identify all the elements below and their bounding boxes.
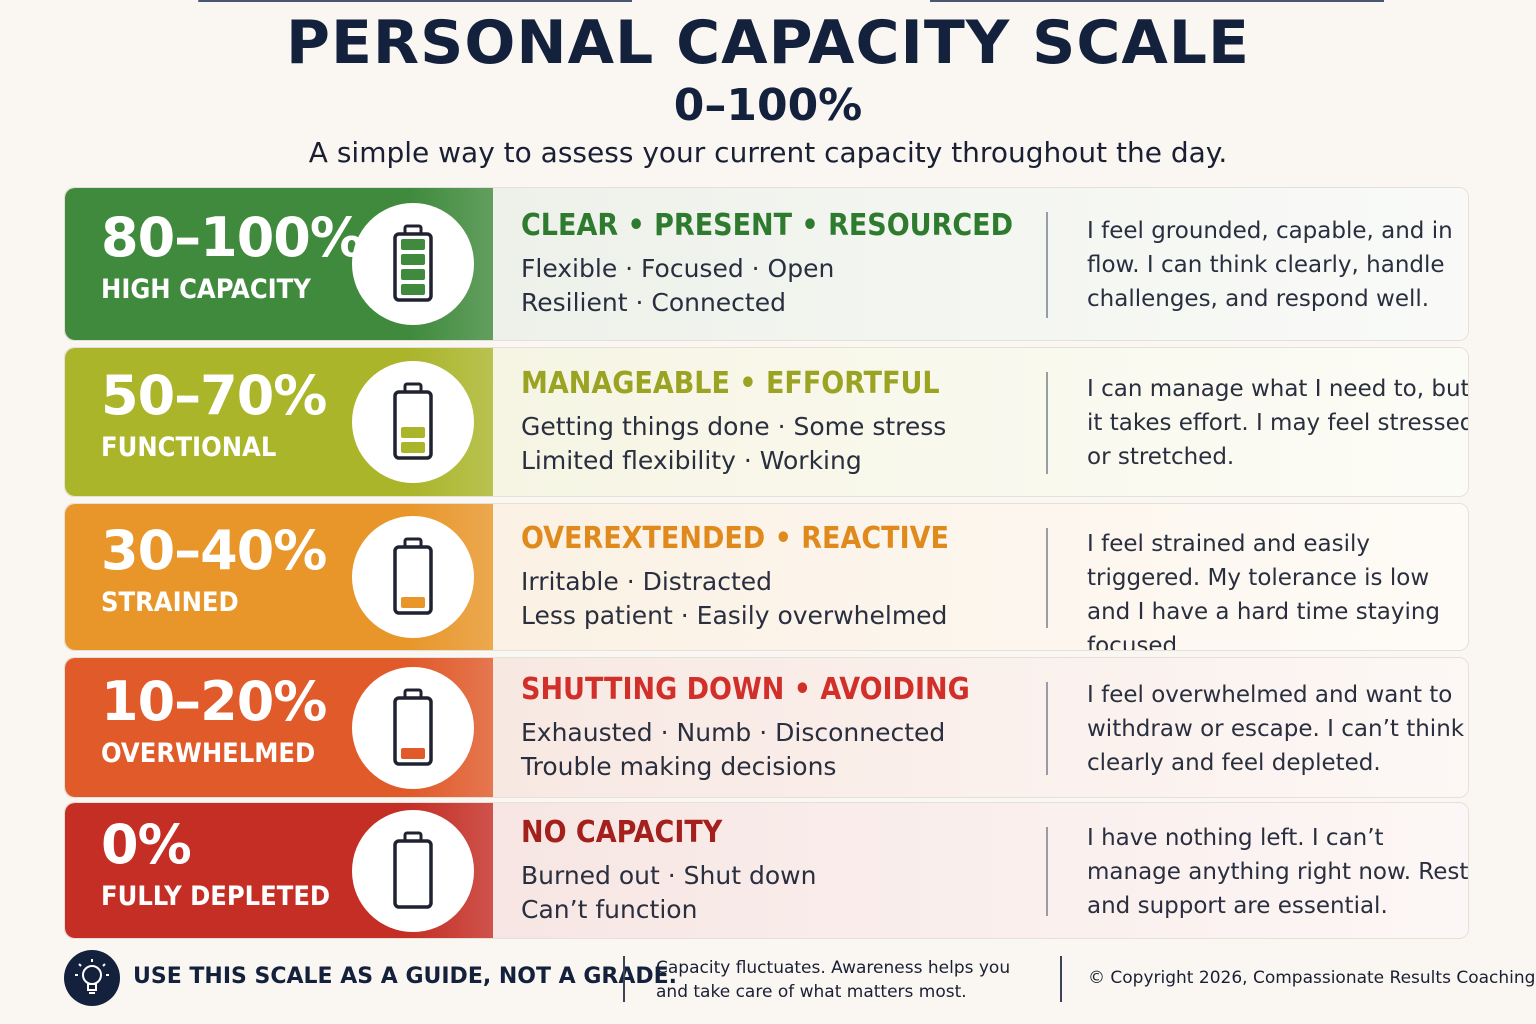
capacity-detail-panel: NO CAPACITY Burned out · Shut down Can’t f… — [493, 803, 1468, 938]
capacity-tags: CLEAR • PRESENT • RESOURCED — [521, 208, 1014, 243]
column-divider — [1046, 212, 1048, 318]
page-title: PERSONAL CAPACITY SCALE — [285, 8, 1251, 78]
capacity-label: OVERWHELMED — [101, 737, 316, 769]
capacity-percent: 50–70% — [101, 364, 327, 427]
capacity-description: I can manage what I need to, but it take… — [1087, 376, 1469, 470]
capacity-detail-panel: OVEREXTENDED • REACTIVE Irritable · Distr… — [493, 504, 1468, 650]
capacity-row: 10–20% OVERWHELMED SHUTTING DOWN • AVOIDIN… — [64, 657, 1469, 798]
capacity-traits-line-2: Trouble making decisions — [521, 751, 837, 781]
capacity-traits-line-1: Burned out · Shut down — [521, 860, 817, 890]
scale-range: 0–100% — [673, 80, 863, 131]
capacity-tags: MANAGEABLE • EFFORTFUL — [521, 366, 940, 401]
footer-copyright: © Copyright 2026, Compassionate Results … — [1088, 968, 1536, 988]
capacity-tags: OVEREXTENDED • REACTIVE — [521, 521, 949, 556]
capacity-level-panel: 80–100% HIGH CAPACITY — [65, 188, 493, 340]
battery-segment — [401, 269, 425, 280]
capacity-traits-line-1: Exhausted · Numb · Disconnected — [521, 717, 946, 747]
battery-critical-icon — [352, 666, 474, 789]
battery-low-icon — [352, 516, 474, 638]
column-divider — [1046, 372, 1048, 474]
battery-segment — [401, 284, 425, 295]
capacity-label: HIGH CAPACITY — [101, 274, 311, 305]
capacity-percent: 80–100% — [101, 206, 364, 269]
battery-full-icon — [352, 203, 474, 325]
capacity-percent: 30–40% — [101, 519, 327, 582]
capacity-description: I have nothing left. I can’t manage anyt… — [1087, 824, 1469, 919]
capacity-traits-line-1: Flexible · Focused · Open — [521, 254, 835, 283]
battery-segment — [401, 254, 425, 265]
footer-note: Capacity fluctuates. Awareness helps you… — [656, 958, 1011, 1002]
footer-guide-text: USE THIS SCALE AS A GUIDE, NOT A GRADE. — [133, 964, 677, 989]
capacity-percent: 10–20% — [101, 669, 327, 733]
battery-segment — [401, 239, 425, 250]
battery-segment — [401, 442, 425, 453]
capacity-tags: NO CAPACITY — [521, 814, 723, 850]
capacity-label: STRAINED — [101, 587, 239, 618]
footer-divider-2 — [1060, 956, 1062, 1002]
capacity-label: FULLY DEPLETED — [101, 880, 331, 912]
capacity-label: FUNCTIONAL — [101, 432, 277, 463]
capacity-row: 80–100% HIGH CAPACITY CLEAR • PRESENT • RE… — [64, 187, 1469, 341]
capacity-traits-line-2: Resilient · Connected — [521, 288, 786, 317]
capacity-level-panel: 30–40% STRAINED — [65, 504, 493, 650]
battery-segment — [401, 747, 425, 759]
capacity-level-panel: 10–20% OVERWHELMED — [65, 658, 493, 797]
capacity-traits-line-1: Getting things done · Some stress — [521, 412, 947, 441]
capacity-description: I feel grounded, capable, and in flow. I… — [1087, 218, 1453, 312]
capacity-description: I feel strained and easily triggered. My… — [1087, 531, 1441, 651]
footer-divider-1 — [623, 956, 625, 1002]
capacity-detail-panel: CLEAR • PRESENT • RESOURCED Flexible · Fo… — [493, 188, 1468, 340]
battery-segment — [401, 427, 425, 438]
battery-segment — [401, 597, 425, 608]
lightbulb-icon — [64, 950, 120, 1006]
page-subtitle: A simple way to assess your current capa… — [308, 136, 1228, 169]
capacity-level-panel: 0% FULLY DEPLETED — [65, 803, 493, 938]
capacity-detail-panel: SHUTTING DOWN • AVOIDING Exhausted · Numb… — [493, 658, 1468, 797]
capacity-percent: 0% — [101, 812, 192, 876]
battery-empty-icon — [352, 809, 474, 932]
capacity-traits-line-2: Less patient · Easily overwhelmed — [521, 601, 948, 630]
capacity-traits-line-2: Limited flexibility · Working — [521, 446, 862, 475]
title-rule-right — [930, 0, 1384, 2]
column-divider — [1046, 528, 1048, 628]
column-divider — [1046, 682, 1048, 775]
capacity-traits-line-2: Can’t function — [521, 894, 698, 924]
capacity-detail-panel: MANAGEABLE • EFFORTFUL Getting things don… — [493, 348, 1468, 496]
capacity-level-panel: 50–70% FUNCTIONAL — [65, 348, 493, 496]
capacity-row: 0% FULLY DEPLETED NO CAPACITY Burned out · … — [64, 802, 1469, 939]
capacity-description: I feel overwhelmed and want to withdraw … — [1087, 681, 1465, 776]
battery-half-icon — [352, 361, 474, 483]
capacity-traits-line-1: Irritable · Distracted — [521, 567, 773, 596]
capacity-row: 30–40% STRAINED OVEREXTENDED • REACTIVE Irr… — [64, 503, 1469, 651]
capacity-tags: SHUTTING DOWN • AVOIDING — [521, 671, 970, 707]
capacity-row: 50–70% FUNCTIONAL MANAGEABLE • EFFORTFUL Ge… — [64, 347, 1469, 497]
title-rule-left — [198, 0, 632, 2]
column-divider — [1046, 827, 1048, 916]
